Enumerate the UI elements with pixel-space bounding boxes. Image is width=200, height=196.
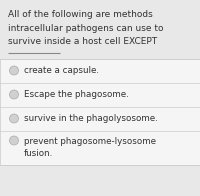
Circle shape xyxy=(10,114,18,123)
Text: survive inside a host cell EXCEPT: survive inside a host cell EXCEPT xyxy=(8,37,157,46)
Text: fusion.: fusion. xyxy=(24,150,53,159)
Circle shape xyxy=(10,136,18,145)
Bar xyxy=(0,58,200,164)
Text: prevent phagosome-lysosome: prevent phagosome-lysosome xyxy=(24,138,156,146)
Text: All of the following are methods: All of the following are methods xyxy=(8,10,153,19)
Circle shape xyxy=(10,66,18,75)
Circle shape xyxy=(10,90,18,99)
Text: Escape the phagosome.: Escape the phagosome. xyxy=(24,90,128,99)
Text: create a capsule.: create a capsule. xyxy=(24,66,98,75)
Text: intracellular pathogens can use to: intracellular pathogens can use to xyxy=(8,24,164,33)
Text: survive in the phagolysosome.: survive in the phagolysosome. xyxy=(24,114,157,123)
